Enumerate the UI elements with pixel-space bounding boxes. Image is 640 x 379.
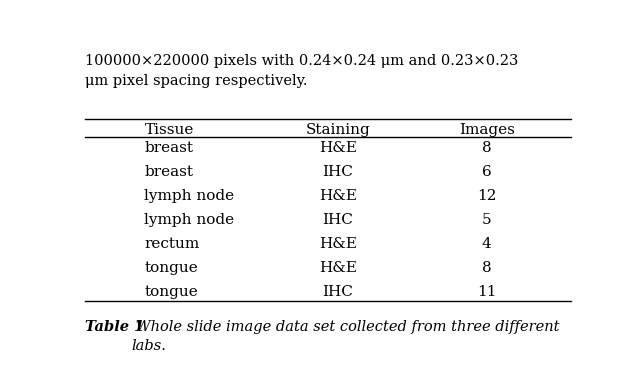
Text: H&E: H&E	[319, 237, 357, 251]
Text: 6: 6	[482, 165, 492, 179]
Text: tongue: tongue	[145, 285, 198, 299]
Text: 11: 11	[477, 285, 497, 299]
Text: 8: 8	[482, 261, 492, 275]
Text: IHC: IHC	[323, 285, 353, 299]
Text: H&E: H&E	[319, 189, 357, 203]
Text: IHC: IHC	[323, 213, 353, 227]
Text: Staining: Staining	[305, 123, 371, 137]
Text: tongue: tongue	[145, 261, 198, 275]
Text: lymph node: lymph node	[145, 189, 235, 203]
Text: breast: breast	[145, 141, 193, 155]
Text: Images: Images	[459, 123, 515, 137]
Text: 12: 12	[477, 189, 497, 203]
Text: breast: breast	[145, 165, 193, 179]
Text: 5: 5	[482, 213, 492, 227]
Text: H&E: H&E	[319, 141, 357, 155]
Text: Table 1: Table 1	[85, 320, 144, 334]
Text: IHC: IHC	[323, 165, 353, 179]
Text: 8: 8	[482, 141, 492, 155]
Text: rectum: rectum	[145, 237, 200, 251]
Text: Tissue: Tissue	[145, 123, 194, 137]
Text: H&E: H&E	[319, 261, 357, 275]
Text: lymph node: lymph node	[145, 213, 235, 227]
Text: Whole slide image data set collected from three different
labs.: Whole slide image data set collected fro…	[131, 320, 559, 353]
Text: 100000×220000 pixels with 0.24×0.24 μm and 0.23×0.23
μm pixel spacing respective: 100000×220000 pixels with 0.24×0.24 μm a…	[85, 54, 518, 88]
Text: 4: 4	[482, 237, 492, 251]
